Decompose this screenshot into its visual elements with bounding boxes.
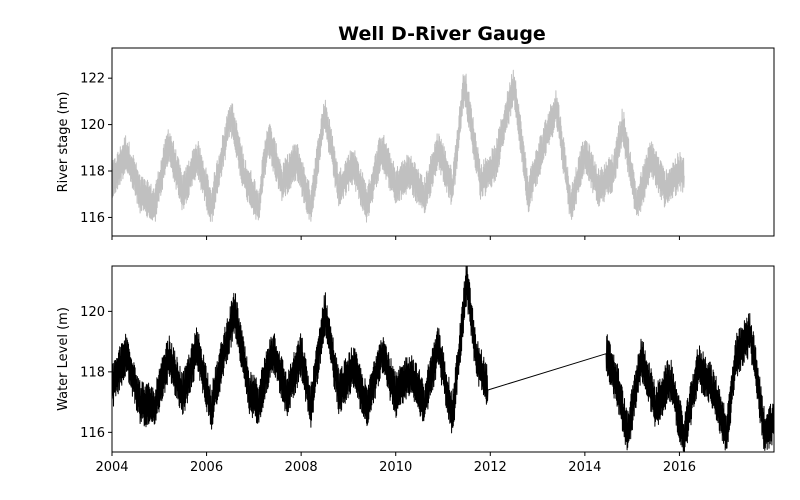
y-tick-label: 118 — [80, 365, 105, 380]
y-tick-label: 120 — [80, 305, 105, 320]
series-line — [112, 69, 685, 223]
y-axis-label: River stage (m) — [56, 92, 71, 193]
axes-frame — [111, 265, 775, 453]
series-1-0 — [112, 266, 774, 452]
series-0-0 — [112, 69, 685, 223]
y-tick-label: 120 — [80, 118, 105, 133]
x-tick-label: 2008 — [285, 460, 318, 475]
x-tick-label: 2016 — [663, 460, 696, 475]
y-tick-label: 116 — [80, 211, 105, 226]
series-line — [112, 266, 774, 452]
y-tick-label: 118 — [80, 165, 105, 180]
x-tick-label: 2012 — [474, 460, 507, 475]
chart-title: Well D-River Gauge — [338, 23, 546, 45]
axes-frame — [111, 47, 775, 237]
x-tick-label: 2006 — [190, 460, 223, 475]
x-tick-label: 2014 — [568, 460, 601, 475]
y-tick-label: 116 — [80, 426, 105, 441]
x-tick-label: 2010 — [379, 460, 412, 475]
river-stage-panel: 116 118 120 122 River stage (m) — [56, 47, 775, 240]
water-level-panel: 116 118 120 2004 2006 2008 2010 2012 2014 2016 Wat… — [56, 265, 775, 475]
y-axis-label: Water Level (m) — [56, 307, 71, 411]
x-tick-label: 2004 — [95, 460, 128, 475]
y-tick-label: 122 — [80, 72, 105, 87]
